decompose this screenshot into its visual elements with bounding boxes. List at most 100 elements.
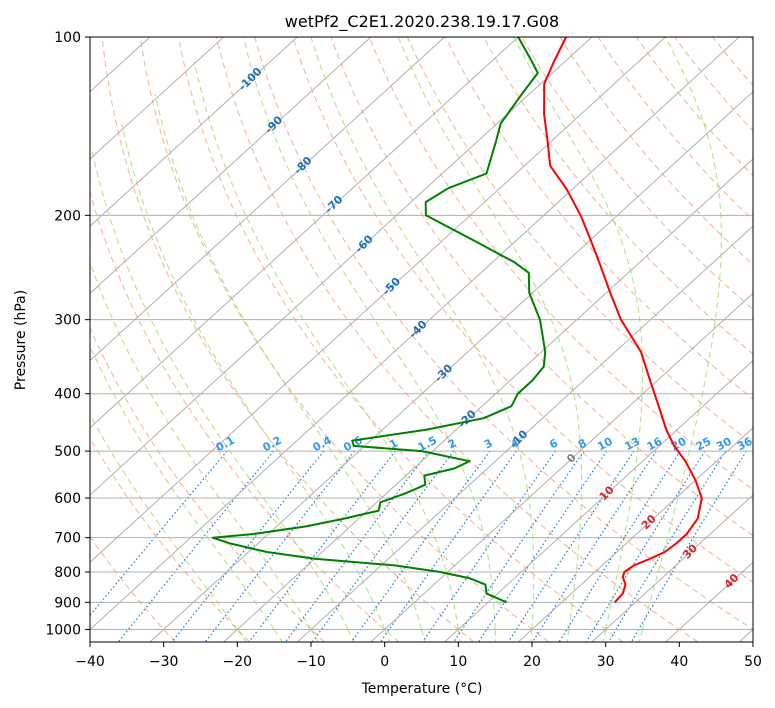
dry-adiabat-line xyxy=(559,37,753,266)
isotherm-gridline xyxy=(296,225,753,642)
dewpoint-line xyxy=(211,37,547,604)
dry-adiabat-line xyxy=(177,37,624,642)
y-tick-label: 300 xyxy=(54,313,81,329)
mixing-ratio-label: 30 xyxy=(714,435,734,454)
isotherm-gridline xyxy=(90,37,519,429)
y-tick-label: 800 xyxy=(54,565,81,581)
mixing-ratio-lines xyxy=(90,450,747,642)
isotherm-gridline xyxy=(90,37,372,295)
dry-adiabat-line xyxy=(368,37,753,491)
plot-frame xyxy=(89,36,754,643)
isotherm-gridline xyxy=(0,37,76,642)
mixing-ratio-label: 10 xyxy=(595,435,615,454)
plot-area: -100-90-80-70-60-50-40-30-20-10010203040… xyxy=(0,37,755,642)
y-tick-label: 200 xyxy=(54,208,81,224)
moist-adiabat-line xyxy=(397,37,583,630)
moist-adiabat-line xyxy=(90,413,238,630)
grid-lines xyxy=(0,37,753,642)
mixing-ratio-line xyxy=(204,450,356,642)
y-tick-label: 500 xyxy=(54,444,81,460)
moist-adiabat-line xyxy=(91,149,349,630)
y-tick-label: 900 xyxy=(54,595,81,611)
moist-adiabat-line xyxy=(154,94,423,630)
mixing-ratio-label: 6 xyxy=(547,436,560,451)
dry-adiabat-line xyxy=(483,37,753,355)
isotherm-gridline xyxy=(90,37,298,227)
x-tick-label: 40 xyxy=(670,654,688,670)
moist-adiabat-line xyxy=(457,629,461,642)
moist-adiabat-line xyxy=(193,61,459,630)
isotherm-gridline xyxy=(444,359,753,642)
dry-adiabat-line xyxy=(750,37,753,41)
isotherm-gridline xyxy=(517,427,753,642)
isotherm-gridline xyxy=(0,37,3,642)
y-tick-label: 100 xyxy=(54,30,81,46)
moist-adiabat-line xyxy=(530,629,533,642)
x-tick-label: 20 xyxy=(523,654,541,670)
moist-adiabat-line xyxy=(310,629,319,642)
dry-adiabat-line xyxy=(216,37,699,642)
moist-adiabats xyxy=(90,37,722,642)
dry-adiabat-line xyxy=(90,326,325,642)
dry-adiabat-line xyxy=(406,37,753,445)
temperature-line xyxy=(543,37,703,603)
mixing-ratio-label: 8 xyxy=(576,436,589,451)
x-tick-label: 10 xyxy=(449,654,467,670)
mixing-ratio-line xyxy=(351,450,491,642)
y-axis-title: Pressure (hPa) xyxy=(13,290,29,390)
moist-adiabat-line xyxy=(90,345,275,630)
moist-adiabat-line xyxy=(513,37,644,630)
isotherm-label: -100 xyxy=(236,65,265,94)
mixing-ratio-label: 3 xyxy=(482,436,495,451)
dry-adiabat-line xyxy=(521,37,753,310)
moist-adiabat-line xyxy=(420,629,426,642)
dry-adiabat-line xyxy=(90,535,176,642)
moist-adiabat-line xyxy=(638,629,644,642)
moist-adiabat-line xyxy=(242,37,496,630)
isotherm-gridline xyxy=(223,158,753,642)
moist-adiabat-line xyxy=(602,629,607,642)
moist-adiabat-line xyxy=(641,37,722,630)
mixing-ratio-labels: 0.1 0.2 0.4 0.6 1 1.5 2 3 4 6 8 10 13 16 20 25 30 36 xyxy=(214,434,755,455)
moist-adiabat-line xyxy=(273,629,283,642)
isotherm-gridline xyxy=(738,628,753,642)
mixing-ratio-line xyxy=(285,450,430,642)
mixing-ratio-label: 25 xyxy=(694,435,714,454)
x-tick-label: −20 xyxy=(223,654,253,670)
x-tick-label: −40 xyxy=(75,654,105,670)
mixing-ratio-label: 20 xyxy=(669,435,689,454)
mixing-ratio-line xyxy=(171,450,325,642)
dry-adiabat-line xyxy=(254,37,753,631)
moist-adiabat-line xyxy=(236,629,247,642)
y-tick-label: 1000 xyxy=(45,622,81,638)
mixing-ratio-line xyxy=(117,450,275,642)
isotherm-gridline xyxy=(370,292,753,642)
isotherm-gridline xyxy=(591,494,753,642)
mixing-ratio-line xyxy=(422,450,556,642)
y-tick-label: 700 xyxy=(54,531,81,547)
moist-adiabat-line xyxy=(310,37,535,630)
mixing-ratio-label: 2 xyxy=(446,436,459,451)
mixing-ratio-line xyxy=(608,450,727,642)
mixing-ratio-label: 36 xyxy=(735,434,755,453)
isotherm-gridline xyxy=(149,90,753,642)
moist-adiabat-line xyxy=(384,629,390,642)
dry-adiabat-line xyxy=(90,190,400,642)
moist-adiabat-line xyxy=(121,123,386,630)
isotherm-gridline xyxy=(90,37,740,631)
isotherm-gridline xyxy=(90,37,666,563)
moist-adiabat-line xyxy=(90,260,312,630)
mixing-ratio-label: 13 xyxy=(623,435,643,454)
mixing-ratio-line xyxy=(90,450,228,617)
mixing-ratio-label: 16 xyxy=(645,435,665,454)
x-axis-title: Temperature (°C) xyxy=(361,681,483,697)
dry-adiabat-line xyxy=(139,37,549,642)
y-tick-label: 600 xyxy=(54,491,81,507)
x-tick-label: 30 xyxy=(597,654,615,670)
y-axis: 100 200 300 400 500 600 700 800 900 1000 xyxy=(45,30,90,638)
isotherm-gridline xyxy=(90,37,224,160)
dry-adiabat-line xyxy=(445,37,753,400)
series-lines xyxy=(211,37,703,604)
dry-adiabat-line xyxy=(712,37,753,87)
